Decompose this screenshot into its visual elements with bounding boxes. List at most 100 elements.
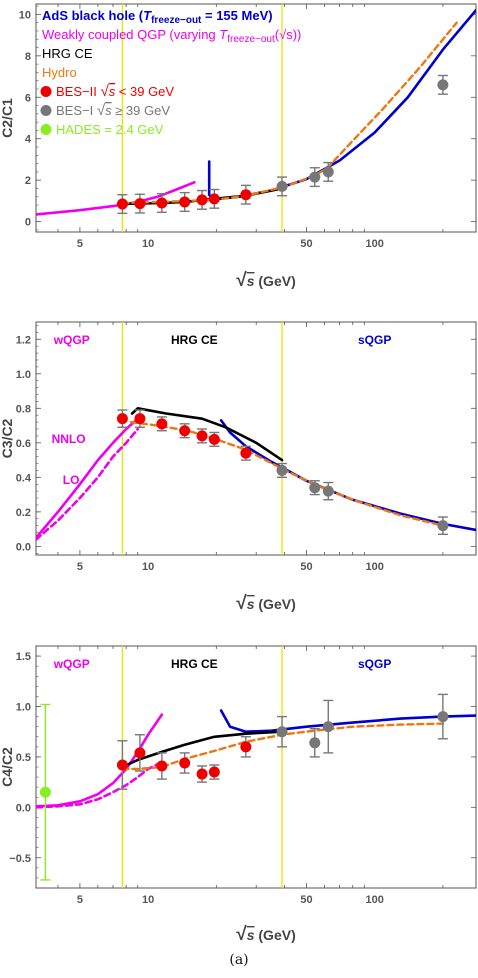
x-tick-label: 5	[77, 894, 83, 906]
data-point-bes-i	[437, 520, 449, 532]
data-point-bes-ii	[179, 757, 191, 769]
data-point-bes-ii	[179, 425, 191, 437]
series-weakly-coupled-qgp	[36, 181, 196, 216]
data-point-bes-ii	[134, 198, 146, 210]
y-axis-label: C4/C2	[0, 747, 15, 787]
data-point-bes-ii	[196, 768, 208, 780]
data-point-bes-ii	[116, 413, 128, 425]
curve-annotation: LO	[63, 473, 80, 487]
data-point-bes-i	[322, 721, 334, 733]
y-tick-label: 0.5	[16, 752, 31, 764]
series-hydro	[129, 420, 445, 527]
y-tick-label: 0.0	[16, 802, 31, 814]
data-point-hades	[39, 786, 51, 798]
data-point-bes-i	[437, 79, 449, 91]
data-point-bes-i	[437, 711, 449, 723]
region-label: HRG CE	[171, 657, 218, 671]
legend-entry: BES−II √s < 39 GeV	[56, 83, 174, 100]
x-tick-label: 10	[142, 894, 154, 906]
data-point-bes-ii	[156, 760, 168, 772]
data-point-bes-ii	[179, 196, 191, 208]
x-tick-label: 100	[366, 561, 384, 573]
series-wqgp-nnlo	[36, 713, 164, 808]
data-point-bes-i	[322, 485, 334, 497]
legend-entry: Weakly coupled QGP (varying Tfreeze−out(…	[42, 27, 301, 45]
y-tick-label: 0.8	[16, 403, 31, 415]
x-tick-label: 50	[300, 561, 312, 573]
legend-marker	[40, 86, 52, 97]
data-point-bes-i	[322, 166, 334, 178]
x-tick-label: 100	[366, 238, 384, 250]
data-point-bes-ii	[208, 766, 220, 778]
y-tick-label: 6	[25, 92, 31, 104]
data-point-bes-ii	[196, 194, 208, 206]
x-axis-label: √s (GeV)	[236, 270, 295, 291]
y-tick-label: −0.5	[9, 853, 31, 865]
x-tick-label: 50	[300, 894, 312, 906]
panel-c2c1: 5 10 50 100 0 2 4 6 8 10 C2/C1 √s (GeV) AdS black ho…	[0, 3, 477, 291]
figure-caption: (a)	[229, 952, 249, 968]
y-tick-label: 2	[25, 175, 31, 187]
legend-entry: HRG CE	[42, 46, 93, 61]
data-point-bes-ii	[240, 447, 252, 459]
data-point-bes-ii	[134, 413, 146, 425]
region-label: sQGP	[358, 657, 391, 671]
series-hydro	[121, 722, 445, 771]
data-point-bes-ii	[196, 430, 208, 442]
y-tick-label: 0.2	[16, 507, 31, 519]
y-tick-label: 0.6	[16, 438, 31, 450]
x-axis-label: √s (GeV)	[236, 593, 295, 614]
data-point-bes-ii	[134, 747, 146, 759]
plot-area	[36, 646, 476, 888]
region-label: wQGP	[53, 657, 90, 671]
x-tick-label: 5	[77, 238, 83, 250]
y-tick-label: 1.0	[16, 702, 31, 714]
plot-frame	[35, 321, 477, 556]
legend-entry: HADES = 2.4 GeV	[56, 122, 164, 137]
data-point-bes-i	[276, 464, 288, 476]
y-tick-label: 1.2	[16, 334, 31, 346]
x-tick-label: 10	[142, 561, 154, 573]
x-tick-label: 100	[366, 894, 384, 906]
region-label: HRG CE	[171, 333, 218, 347]
y-tick-label: 0.0	[16, 541, 31, 553]
y-axis-label: C3/C2	[0, 418, 15, 458]
data-point-bes-i	[309, 171, 321, 183]
series-hrg-ce	[130, 407, 284, 462]
data-point-bes-ii	[208, 433, 220, 445]
x-tick-label: 5	[77, 561, 83, 573]
series-hrg-ce	[121, 730, 284, 769]
legend: AdS black hole (Tfreeze−out = 155 MeV)We…	[40, 8, 301, 137]
y-tick-label: 1.5	[16, 651, 31, 663]
data-point-bes-ii	[156, 418, 168, 430]
series-lo	[36, 427, 140, 541]
x-axis-label: √s (GeV)	[236, 924, 295, 945]
data-point-bes-ii	[208, 193, 220, 205]
y-tick-label: 0	[25, 217, 31, 229]
y-tick-label: 10	[19, 9, 31, 21]
panel-c4c2: 5 10 50 100 −0.5 0.0 0.5 1.0 1.5 C4/C2 √s (GeV) wQG…	[0, 645, 477, 945]
y-axis-label: C2/C1	[0, 98, 15, 138]
y-tick-label: 4	[25, 134, 32, 146]
series-sqgp	[219, 709, 476, 733]
series-hydro	[121, 21, 458, 205]
plot-frame	[35, 645, 477, 889]
series-sqgp	[219, 419, 476, 532]
y-tick-label: 8	[25, 51, 31, 63]
y-tick-label: 1.0	[16, 369, 31, 381]
data-point-bes-i	[276, 726, 288, 738]
data-point-bes-ii	[240, 189, 252, 201]
plot-area	[36, 4, 476, 232]
y-tick-label: 0.4	[16, 472, 32, 484]
legend-entry: AdS black hole (Tfreeze−out = 155 MeV)	[42, 8, 273, 26]
series-nnlo	[36, 417, 140, 539]
region-label: sQGP	[358, 333, 391, 347]
x-tick-label: 10	[142, 238, 154, 250]
x-tick-label: 50	[300, 238, 312, 250]
data-point-bes-ii	[116, 759, 128, 771]
legend-entry: BES−I √s ≥ 39 GeV	[56, 102, 170, 119]
data-point-bes-ii	[240, 741, 252, 753]
legend-marker	[40, 105, 52, 116]
legend-entry: Hydro	[42, 65, 77, 80]
